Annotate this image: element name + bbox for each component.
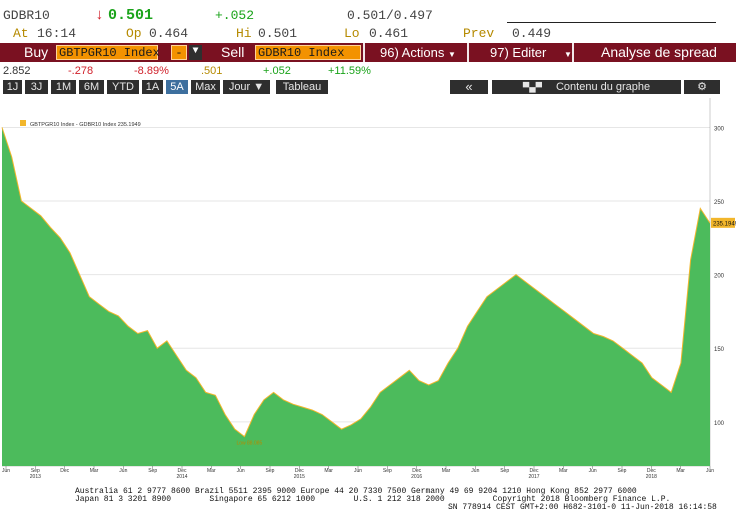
stat-value-6: +11.59% — [328, 65, 371, 77]
footer-timestamp: SN 778914 CEST GMT+2:00 H682-3101-0 11-J… — [448, 503, 717, 512]
open-label: Op — [126, 26, 142, 41]
legend-label: GBTPGR10 Index - GDBR10 Index 235.1949 — [30, 122, 141, 128]
separator — [467, 43, 469, 62]
prev-value: 0.449 — [512, 26, 552, 41]
last-price: 0.501 — [108, 7, 154, 24]
last-value-label: 235.1949 — [713, 221, 736, 227]
x-tick-label: Jun — [354, 468, 362, 474]
low-label: Lo — [344, 26, 360, 41]
buy-security-field[interactable]: GBTPGR10 Index — [56, 45, 160, 60]
x-year-label: 2013 — [30, 474, 41, 480]
x-year-label: 2016 — [411, 474, 422, 480]
time-value: 16:14 — [37, 26, 77, 41]
stat-value-1: 2.852 — [3, 65, 31, 77]
buy-button[interactable]: Buy — [24, 44, 49, 60]
high-label: Hi — [236, 26, 252, 41]
net-change: +.052 — [215, 8, 255, 23]
x-tick-label: Jun — [237, 468, 245, 474]
frequency-dropdown[interactable]: Jour ▼ — [223, 80, 270, 94]
period-1m[interactable]: 1M — [51, 80, 76, 94]
y-tick-label: 100 — [714, 421, 725, 427]
area-fill — [2, 127, 710, 467]
chart-content-button[interactable]: ▀▄▀ Contenu du graphe — [492, 80, 681, 94]
area-line — [1, 127, 711, 438]
x-tick-label: Sep — [266, 468, 275, 474]
x-tick-label: Sep — [383, 468, 392, 474]
time-label: At — [13, 26, 29, 41]
open-value: 0.464 — [149, 26, 189, 41]
x-tick-label: Sep — [500, 468, 509, 474]
period-max[interactable]: Max — [191, 80, 220, 94]
high-value: 0.501 — [258, 26, 298, 41]
period-1j[interactable]: 1J — [3, 80, 22, 94]
header-underline — [507, 22, 716, 23]
x-tick-label: Sep — [618, 468, 627, 474]
x-tick-label: Dec — [530, 468, 539, 474]
spread-area-chart: 100 150 200 250 300 Jun Sep Dec Mar Jun Sep Dec Mar… — [1, 98, 736, 480]
x-year-label: 2015 — [294, 474, 305, 480]
x-tick-label: Mar — [90, 468, 99, 474]
low-value: 0.461 — [369, 26, 409, 41]
x-tick-label: Mar — [676, 468, 685, 474]
x-tick-label: Mar — [324, 468, 333, 474]
stat-value-3: -8.89% — [134, 65, 169, 77]
y-tick-label: 200 — [714, 274, 725, 280]
minus-field[interactable]: - — [171, 45, 187, 60]
separator — [572, 43, 574, 62]
x-year-label: 2018 — [646, 474, 657, 480]
stat-value-4: .501 — [201, 65, 223, 77]
actions-menu[interactable]: 96) Actions ▼ — [380, 45, 456, 60]
last-value-badge — [711, 217, 735, 228]
x-year-label: 2014 — [176, 474, 187, 480]
sell-security-field[interactable]: GDBR10 Index — [255, 45, 361, 60]
period-ytd[interactable]: YTD — [107, 80, 139, 94]
x-tick-label: Jun — [2, 468, 10, 474]
y-tick-label: 300 — [714, 126, 725, 132]
prev-label: Prev — [463, 26, 495, 41]
footer-contacts-line-2: Japan 81 3 3201 8900 Singapore 65 6212 1… — [75, 495, 671, 504]
period-1a[interactable]: 1A — [142, 80, 163, 94]
separator — [363, 43, 365, 62]
x-tick-label: Dec — [647, 468, 656, 474]
x-tick-label: Dec — [412, 468, 421, 474]
down-arrow-icon: ↓ — [95, 7, 105, 24]
period-6m[interactable]: 6M — [79, 80, 104, 94]
x-tick-label: Jun — [471, 468, 479, 474]
bid-ask: 0.501/0.497 — [347, 8, 433, 23]
x-tick-label: Sep — [148, 468, 157, 474]
x-tick-label: Dec — [60, 468, 69, 474]
spread-analysis-button[interactable]: Analyse de spread — [601, 44, 717, 60]
area-series — [1, 127, 711, 467]
footer-contacts-line: Australia 61 2 9777 8600 Brazil 5511 239… — [75, 487, 637, 496]
sell-button[interactable]: Sell — [221, 44, 245, 60]
x-year-label: 2017 — [528, 474, 539, 480]
x-tick-label: Jun — [119, 468, 127, 474]
stat-value-2: -.278 — [68, 65, 94, 77]
period-5a[interactable]: 5A — [166, 80, 188, 94]
low-annotation: Low 88.085 — [236, 441, 262, 447]
table-button[interactable]: Tableau — [276, 80, 328, 94]
x-tick-label: Jun — [589, 468, 597, 474]
action-bar: Buy GBTPGR10 Index - ▼ Sell GDBR10 Index… — [0, 43, 736, 62]
x-tick-label: Sep — [31, 468, 40, 474]
stat-value-5: +.052 — [263, 65, 291, 77]
x-tick-label: Dec — [178, 468, 187, 474]
x-tick-label: Mar — [559, 468, 568, 474]
x-tick-label: Mar — [442, 468, 451, 474]
period-3j[interactable]: 3J — [25, 80, 48, 94]
y-tick-label: 150 — [714, 347, 725, 353]
y-tick-label: 250 — [714, 200, 725, 206]
x-tick-label: Jun — [706, 468, 714, 474]
edit-menu[interactable]: 97) Editer ▼ — [490, 45, 572, 60]
chevron-down-icon[interactable]: ▼ — [189, 45, 202, 60]
ticker: GDBR10 — [3, 8, 50, 23]
gear-icon[interactable]: ⚙ — [684, 80, 720, 94]
x-tick-label: Mar — [207, 468, 216, 474]
x-tick-label: Dec — [295, 468, 304, 474]
back-icon[interactable]: « — [450, 80, 488, 94]
x-axis: Jun Sep Dec Mar Jun Sep Dec Mar Jun Sep Dec Mar Jun S… — [2, 465, 714, 480]
annotations: 235.1949 GBTPGR10 Index - GDBR10 Index 23… — [20, 120, 736, 447]
legend-swatch — [20, 120, 26, 126]
